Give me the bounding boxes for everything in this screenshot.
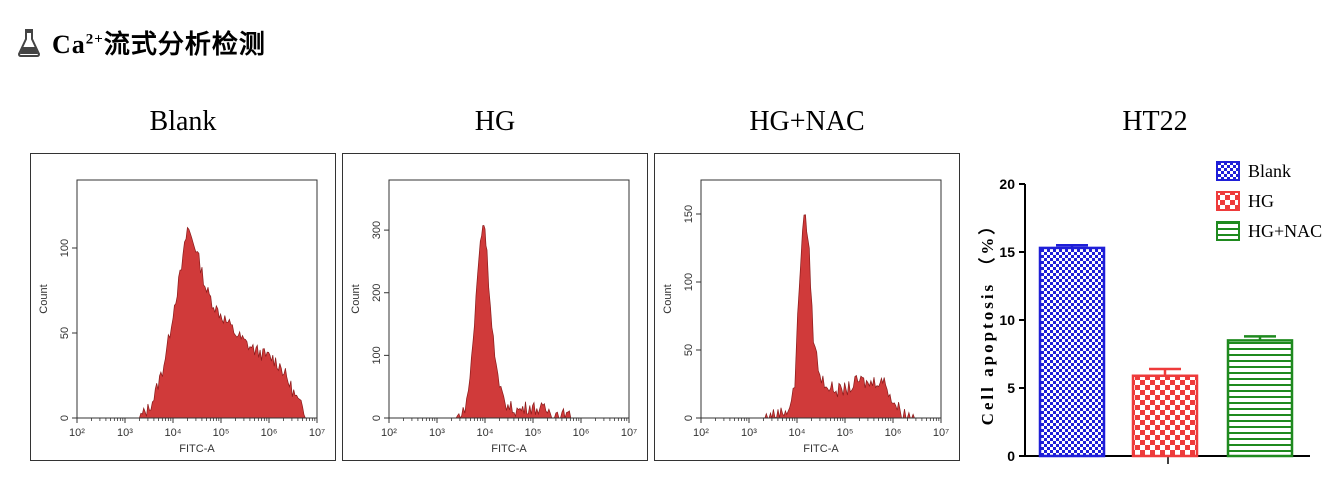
histogram-area (455, 225, 574, 419)
x-tick-label: 10³ (117, 427, 133, 439)
x-axis-label: FITC-A (179, 443, 215, 455)
x-tick-label: 10² (381, 427, 397, 439)
bar-y-axis-label: Cell apoptosis （%） (977, 215, 997, 426)
legend-label: HG (1248, 191, 1274, 211)
flow-histogram-hg-nac: 10² 10³ 10⁴ 10⁵ 10⁶ 10⁷ 0 50 100 150 FITC-A Count (654, 153, 960, 461)
x-tick-label: 10² (693, 427, 709, 439)
bar-y-tick-label: 0 (1007, 448, 1015, 464)
y-tick-label: 50 (683, 344, 695, 356)
x-tick-label: 10⁴ (789, 427, 806, 439)
x-tick-label: 10³ (429, 427, 445, 439)
x-tick-label: 10⁷ (309, 427, 325, 439)
error-bar (1056, 243, 1088, 248)
x-tick-label: 10⁷ (621, 427, 637, 439)
legend-item: Blank (1216, 161, 1291, 181)
error-bar (1244, 335, 1276, 341)
plot-frame (700, 179, 942, 419)
bar-y-tick-label: 15 (999, 244, 1015, 260)
bar-chart-title: HT22 (1122, 106, 1188, 137)
plot-frame (388, 179, 630, 419)
x-tick-label: 10⁷ (933, 427, 949, 439)
flow-histogram-hg-nac-svg: 10² 10³ 10⁴ 10⁵ 10⁶ 10⁷ 0 50 100 150 FITC-A Count (662, 179, 949, 455)
bar-y-tick-label: 10 (999, 312, 1015, 328)
y-tick-label: 0 (371, 415, 383, 421)
y-tick-label: 0 (683, 415, 695, 421)
x-tick-label: 10⁵ (837, 427, 854, 439)
y-axis-label: Count (350, 284, 362, 313)
y-axis-label: Count (662, 284, 674, 313)
x-tick-label: 10⁶ (261, 427, 278, 439)
page-title: Ca2+流式分析检测 (52, 29, 266, 59)
bar-chart-ht22: 0 5 10 15 20 Cell apoptosis （%） Blank HG HG+NAC (977, 161, 1322, 464)
histogram-area (138, 226, 310, 419)
bar-y-tick-label: 5 (1007, 380, 1015, 396)
bar-y-tick-label: 20 (999, 176, 1015, 192)
x-tick-label: 10⁴ (165, 427, 182, 439)
y-tick-label: 50 (59, 327, 71, 339)
x-tick-label: 10⁶ (573, 427, 590, 439)
y-tick-label: 300 (371, 221, 383, 239)
x-tick-label: 10⁵ (213, 427, 230, 439)
x-tick-label: 10⁴ (477, 427, 494, 439)
flow-title-hg-nac: HG+NAC (749, 106, 865, 137)
y-tick-label: 150 (683, 205, 695, 223)
flow-histogram-blank: 10² 10³ 10⁴ 10⁵ 10⁶ 10⁷ 0 50 100 FITC-A Count (30, 153, 336, 461)
x-tick-label: 10³ (741, 427, 757, 439)
y-tick-label: 100 (683, 273, 695, 291)
y-tick-label: 0 (59, 415, 71, 421)
legend-label: Blank (1248, 161, 1291, 181)
y-tick-label: 100 (59, 239, 71, 257)
bar-blank (1038, 246, 1106, 458)
legend-item: HG (1216, 191, 1274, 211)
y-tick-label: 200 (371, 284, 383, 302)
histogram-area (763, 214, 916, 419)
x-tick-label: 10⁶ (885, 427, 902, 439)
flow-title-blank: Blank (149, 106, 217, 137)
plot-frame (76, 179, 318, 419)
y-axis-label: Count (38, 284, 50, 313)
flow-histogram-hg: 10² 10³ 10⁴ 10⁵ 10⁶ 10⁷ 0 100 200 300 FITC-A Count (342, 153, 648, 461)
flow-title-hg: HG (474, 106, 516, 137)
legend-item: HG+NAC (1216, 221, 1322, 241)
flow-histogram-blank-svg: 10² 10³ 10⁴ 10⁵ 10⁶ 10⁷ 0 50 100 FITC-A Count (38, 179, 325, 455)
x-tick-label: 10² (69, 427, 85, 439)
section-header: Ca2+流式分析检测 (18, 22, 266, 62)
x-axis-label: FITC-A (491, 443, 527, 455)
y-tick-label: 100 (371, 346, 383, 364)
bar-hg (1131, 374, 1199, 458)
x-tick-label: 10⁵ (525, 427, 542, 439)
x-axis-label: FITC-A (803, 443, 839, 455)
error-bar (1149, 367, 1181, 376)
legend-label: HG+NAC (1248, 221, 1322, 241)
flask-icon (18, 29, 40, 57)
bar-hg-nac (1226, 339, 1294, 458)
flow-histogram-hg-svg: 10² 10³ 10⁴ 10⁵ 10⁶ 10⁷ 0 100 200 300 FITC-A Count (350, 179, 637, 455)
